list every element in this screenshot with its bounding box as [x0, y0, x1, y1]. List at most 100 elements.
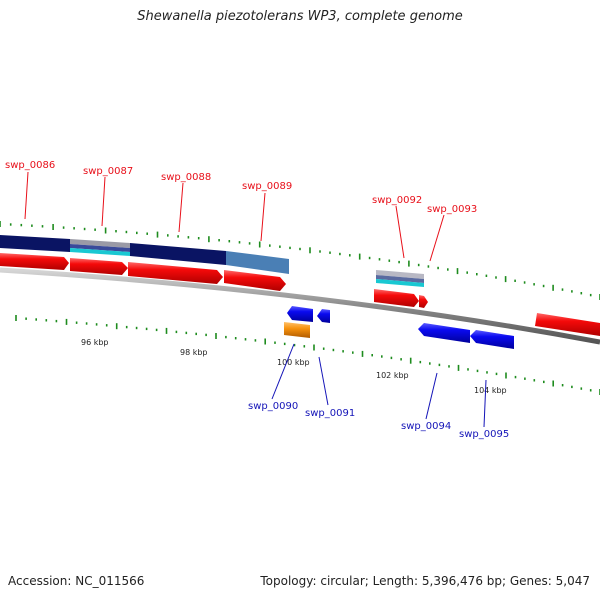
scale-tick: [85, 322, 88, 325]
scale-tick: [504, 276, 507, 283]
scale-tick: [505, 372, 507, 379]
scale-tick: [419, 360, 422, 364]
reverse-gene-labels: swp_0090 swp_0091 swp_0094 swp_0095: [248, 401, 509, 440]
scale-tick: [329, 251, 331, 254]
scale-tick: [105, 324, 108, 327]
scale-tick: [303, 345, 306, 348]
scale-tick: [228, 240, 231, 243]
leader-line: [483, 379, 487, 428]
scale-tick: [95, 323, 98, 326]
scale-tick: [165, 327, 168, 334]
scale-tick: [238, 241, 241, 244]
cog-block: [70, 239, 130, 248]
scale-tick: [62, 226, 65, 229]
scale-tick: [339, 252, 341, 256]
gene-arrow-swp-0088[interactable]: [128, 262, 223, 284]
scale-label-104: 104 kbp: [474, 386, 507, 395]
cog-block: [70, 248, 130, 256]
scale-tick: [571, 290, 573, 293]
cog-band: [0, 235, 424, 287]
gene-label-swp-0092[interactable]: swp_0092: [372, 195, 422, 206]
scale-label-96: 96 kbp: [81, 338, 109, 347]
scale-tick: [155, 328, 158, 332]
scale-tick: [476, 273, 478, 276]
scale-tick: [104, 227, 107, 234]
gene-label-swp-0089[interactable]: swp_0089: [242, 181, 292, 192]
cog-block: [376, 275, 424, 283]
scale-tick: [571, 385, 573, 389]
scale-tick: [417, 263, 420, 267]
gene-label-swp-0095[interactable]: swp_0095: [459, 429, 509, 440]
scale-tick: [352, 351, 354, 354]
scale-tick: [524, 377, 526, 380]
scale-tick: [293, 343, 296, 347]
scale-tick: [485, 274, 488, 277]
scale-tick: [390, 356, 393, 360]
scale-tick: [381, 355, 383, 358]
scale-tick: [269, 244, 271, 247]
gene-label-swp-0091[interactable]: swp_0091: [305, 408, 355, 419]
scale-tick: [467, 368, 469, 371]
gene-label-swp-0086[interactable]: swp_0086: [5, 160, 55, 171]
gene-arrow-swp-0095[interactable]: [470, 330, 514, 349]
gene-arrow-swp-0092[interactable]: [374, 289, 419, 307]
leader-line: [271, 343, 295, 400]
gene-arrow-swp-0091[interactable]: [317, 309, 330, 323]
scale-tick: [358, 253, 361, 260]
scale-tick: [258, 241, 261, 248]
forward-gene-labels: swp_0086 swp_0087 swp_0088 swp_0089 swp_…: [5, 160, 477, 215]
gene-arrow-swp-0094[interactable]: [418, 323, 470, 343]
scale-tick: [332, 348, 335, 352]
scale-tick: [429, 362, 431, 365]
scale-tick: [466, 271, 468, 274]
scale-tick: [319, 250, 321, 253]
scale-tick: [175, 330, 178, 334]
gene-arrow-swp-0086[interactable]: [0, 253, 69, 270]
scale-tick: [408, 260, 410, 267]
gene-label-swp-0087[interactable]: swp_0087: [83, 166, 133, 177]
scale-tick: [476, 369, 479, 373]
scale-tick: [115, 230, 117, 233]
scale-tick: [486, 371, 488, 374]
scale-tick: [31, 224, 33, 227]
cog-block: [376, 279, 424, 287]
scale-tick: [83, 227, 86, 231]
scale-tick: [514, 375, 517, 379]
scale-tick: [299, 247, 301, 251]
scale-tick: [187, 236, 190, 239]
gene-label-swp-0094[interactable]: swp_0094: [401, 421, 451, 432]
scale-tick: [552, 284, 554, 291]
gene-arrow-swp-0090[interactable]: [287, 306, 313, 322]
scale-tick: [457, 364, 460, 371]
scale-tick: [495, 276, 497, 279]
gene-arrow-swp-0087[interactable]: [70, 258, 128, 275]
scale-tick: [447, 268, 449, 271]
gene-arrow-swp-0089[interactable]: [224, 270, 286, 291]
scale-tick: [438, 363, 441, 367]
scale-tick: [65, 318, 68, 325]
gene-arrow-swp-0093[interactable]: [419, 295, 428, 308]
rna-block-swp-0090[interactable]: [284, 322, 310, 338]
gene-label-swp-0090[interactable]: swp_0090: [248, 401, 298, 412]
leader-line: [429, 214, 445, 262]
scale-tick: [208, 236, 210, 243]
scale-tick: [9, 223, 12, 226]
scale-tick: [368, 256, 371, 260]
cog-block: [376, 270, 424, 279]
gene-arrow-far-right[interactable]: [535, 313, 600, 336]
scale-tick: [45, 319, 48, 322]
scale-tick: [309, 247, 311, 254]
gene-label-swp-0088[interactable]: swp_0088: [161, 172, 211, 183]
scale-tick: [0, 221, 1, 227]
scale-label-100: 100 kbp: [277, 358, 310, 367]
scale-tick: [322, 347, 325, 350]
genome-backbone: [0, 267, 600, 345]
gene-label-swp-0093[interactable]: swp_0093: [427, 204, 477, 215]
scale-tick: [205, 333, 207, 337]
cog-block: [130, 243, 226, 265]
leader-line: [260, 192, 266, 242]
scale-ticks: [0, 221, 600, 395]
scale-tick: [41, 225, 44, 228]
